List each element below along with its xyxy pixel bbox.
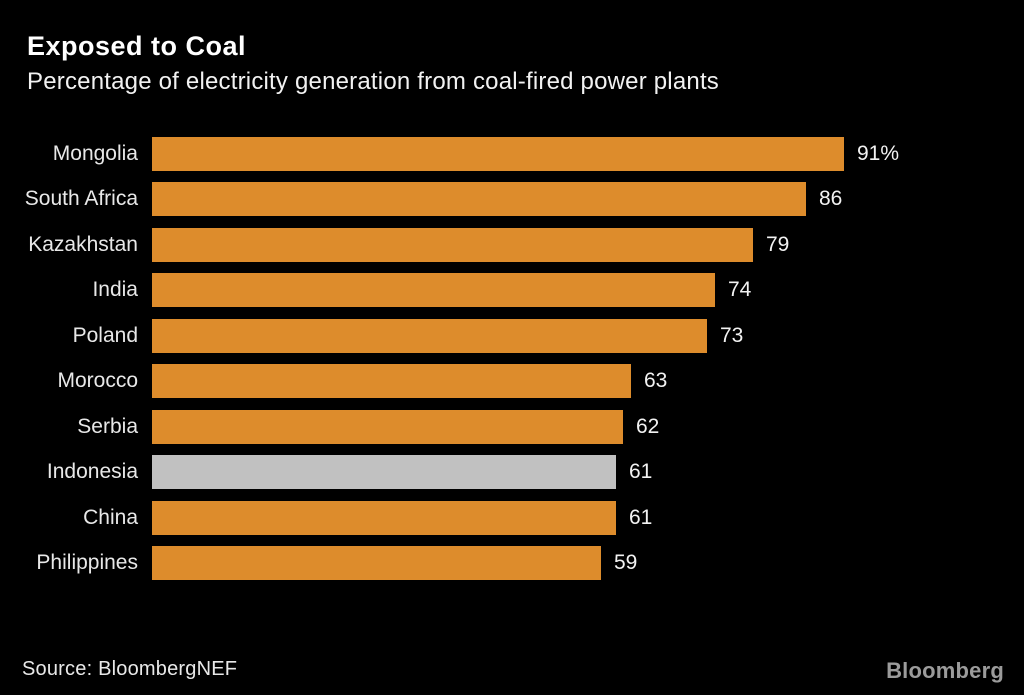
bar-track: 79: [152, 222, 1024, 268]
bar-row: Serbia 62: [0, 404, 1024, 450]
bar: [152, 227, 753, 262]
country-label: Morocco: [57, 369, 138, 393]
bar-track: 74: [152, 268, 1024, 314]
bar: [152, 273, 715, 308]
bar-row: Kazakhstan 79: [0, 222, 1024, 268]
country-label: Indonesia: [46, 460, 138, 484]
value-label: 73: [720, 323, 744, 347]
bar-row: China 61: [0, 495, 1024, 541]
country-label: Serbia: [77, 414, 138, 438]
bar-track: 59: [152, 541, 1024, 587]
bar: [152, 546, 601, 581]
country-label: Mongolia: [52, 141, 138, 165]
bar-track: 73: [152, 313, 1024, 359]
bar: [152, 409, 623, 444]
bar: [152, 182, 806, 217]
bar: [152, 500, 616, 535]
bar-chart: Mongolia 91% South Africa 86 Kazakhstan 79 Ind…: [0, 131, 1024, 586]
value-label: 91%: [857, 141, 900, 165]
value-label: 61: [629, 505, 653, 529]
value-label: 59: [614, 551, 638, 575]
bar-track: 86: [152, 177, 1024, 223]
bar-row: India 74: [0, 268, 1024, 314]
bar-track: 61: [152, 450, 1024, 496]
bar-row: Philippines 59: [0, 541, 1024, 587]
bar-track: 63: [152, 359, 1024, 405]
value-label: 62: [636, 414, 660, 438]
country-label: South Africa: [24, 187, 138, 211]
bar-track: 62: [152, 404, 1024, 450]
bar-row: South Africa 86: [0, 177, 1024, 223]
bar: [152, 364, 631, 399]
value-label: 74: [728, 278, 752, 302]
bar-track: 61: [152, 495, 1024, 541]
chart-subtitle: Percentage of electricity generation fro…: [27, 67, 720, 95]
chart-header: Exposed to Coal Percentage of electricit…: [0, 0, 1024, 97]
bar-row: Poland 73: [0, 313, 1024, 359]
bloomberg-logo: Bloomberg: [886, 658, 1004, 683]
value-label: 86: [819, 187, 843, 211]
country-label: Kazakhstan: [28, 232, 138, 256]
bar-highlighted: [152, 455, 616, 490]
country-label: China: [83, 505, 138, 529]
bar-row: Indonesia 61: [0, 450, 1024, 496]
value-label: 61: [629, 460, 653, 484]
country-label: India: [92, 278, 138, 302]
chart-title: Exposed to Coal: [27, 31, 247, 61]
country-label: Philippines: [36, 551, 138, 575]
bar: [152, 318, 707, 353]
source-label: Source: BloombergNEF: [22, 658, 238, 680]
value-label: 63: [644, 369, 668, 393]
country-label: Poland: [72, 323, 138, 347]
value-label: 79: [766, 232, 790, 256]
bar-row: Morocco 63: [0, 359, 1024, 405]
bar-row: Mongolia 91%: [0, 131, 1024, 177]
chart-footer: Source: BloombergNEF Bloomberg: [0, 653, 1024, 695]
bar: [152, 136, 844, 171]
bar-track: 91%: [152, 131, 1024, 177]
